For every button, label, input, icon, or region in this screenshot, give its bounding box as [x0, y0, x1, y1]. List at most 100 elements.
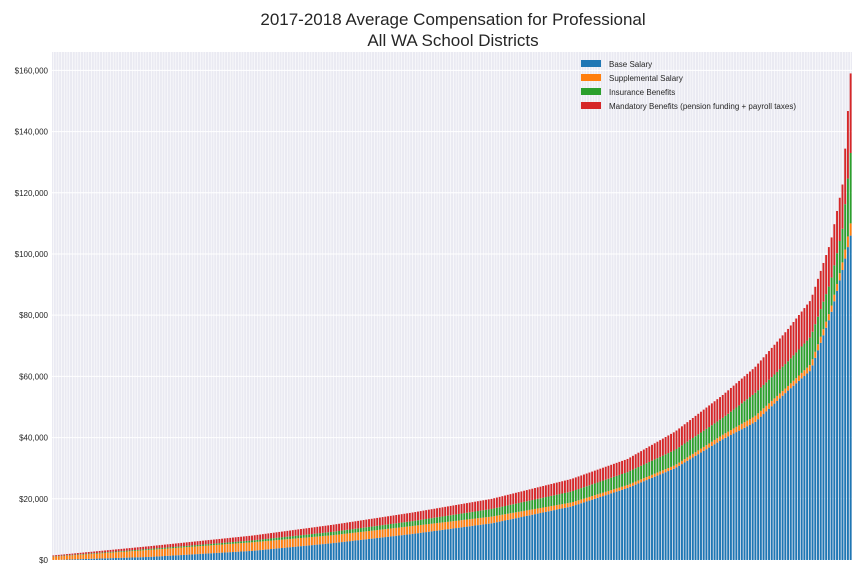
bar-segment-base — [88, 559, 90, 560]
bar-segment-base — [812, 365, 814, 560]
bar-segment-mandatory — [640, 451, 642, 466]
bar-segment-supplemental — [420, 525, 422, 533]
bar-segment-base — [697, 454, 699, 560]
y-tick-label: $120,000 — [15, 189, 49, 198]
bar-segment-supplemental — [444, 522, 446, 529]
bar-segment-base — [627, 488, 629, 560]
bar-segment-supplemental — [673, 466, 675, 469]
bar-segment-insurance — [229, 542, 231, 544]
bar-segment-base — [529, 515, 531, 560]
bar-segment-mandatory — [771, 348, 773, 377]
bar-segment-insurance — [333, 532, 335, 535]
bar-segment-mandatory — [831, 237, 833, 277]
bar-segment-supplemental — [569, 503, 571, 507]
bar-segment-mandatory — [798, 315, 800, 349]
bar-segment-supplemental — [229, 544, 231, 552]
bar-segment-base — [316, 545, 318, 560]
bar-segment-base — [553, 510, 555, 560]
bar-segment-supplemental — [428, 524, 430, 532]
bar-segment-base — [393, 536, 395, 560]
bar-segment-base — [461, 527, 463, 560]
bar-segment-supplemental — [700, 449, 702, 453]
bar-segment-mandatory — [613, 464, 615, 477]
bar-segment-mandatory — [730, 388, 732, 412]
bar-segment-supplemental — [52, 557, 54, 560]
bar-segment-insurance — [812, 332, 814, 360]
bar-segment-base — [256, 550, 258, 560]
bar-segment-mandatory — [295, 530, 297, 536]
bar-segment-mandatory — [711, 403, 713, 425]
bar-segment-supplemental — [180, 548, 182, 556]
bar-segment-supplemental — [757, 413, 759, 419]
bar-segment-insurance — [523, 502, 525, 511]
bar-segment-supplemental — [316, 537, 318, 545]
bar-segment-mandatory — [466, 503, 468, 513]
bar-segment-insurance — [703, 431, 705, 447]
bar-segment-mandatory — [452, 505, 454, 514]
bar-segment-insurance — [512, 504, 514, 513]
bar-segment-base — [662, 473, 664, 560]
bar-segment-mandatory — [300, 529, 302, 535]
bar-segment-base — [213, 553, 215, 560]
bar-segment-base — [159, 556, 161, 560]
bar-segment-mandatory — [572, 478, 574, 491]
bar-segment-supplemental — [295, 538, 297, 546]
bar-segment-supplemental — [123, 552, 125, 558]
bar-segment-insurance — [822, 302, 824, 330]
bar-segment-mandatory — [186, 542, 188, 546]
bar-segment-base — [137, 557, 139, 560]
bar-segment-mandatory — [420, 511, 422, 520]
bar-segment-supplemental — [599, 493, 601, 497]
bar-segment-base — [292, 547, 294, 560]
bar-segment-base — [341, 542, 343, 560]
bar-segment-supplemental — [678, 463, 680, 466]
bar-segment-base — [820, 343, 822, 560]
bar-segment-base — [727, 436, 729, 560]
bar-segment-supplemental — [235, 544, 237, 552]
bar-segment-insurance — [719, 420, 721, 437]
bar-segment-insurance — [501, 507, 503, 515]
bar-segment-insurance — [842, 229, 844, 263]
bar-segment-insurance — [795, 352, 797, 378]
bar-segment-base — [412, 534, 414, 560]
bar-segment-supplemental — [643, 478, 645, 481]
bar-segment-insurance — [213, 544, 215, 545]
bar-segment-insurance — [839, 241, 841, 273]
bar-segment-supplemental — [730, 430, 732, 435]
bar-segment-supplemental — [471, 519, 473, 526]
bar-segment-insurance — [246, 541, 248, 543]
bar-segment-mandatory — [373, 518, 375, 526]
bar-segment-mandatory — [401, 514, 403, 522]
bar-segment-supplemental — [814, 352, 816, 358]
bar-segment-insurance — [112, 552, 114, 553]
bar-segment-supplemental — [817, 344, 819, 350]
bar-segment-base — [833, 301, 835, 560]
bar-segment-base — [300, 546, 302, 560]
bar-segment-base — [259, 550, 261, 560]
bar-segment-insurance — [646, 463, 648, 477]
bar-segment-mandatory — [588, 473, 590, 486]
bar-segment-supplemental — [586, 498, 588, 502]
y-tick-label: $160,000 — [15, 66, 49, 75]
bar-segment-supplemental — [237, 543, 239, 551]
bar-segment-base — [771, 406, 773, 560]
bar-segment-mandatory — [444, 507, 446, 516]
bar-segment-base — [700, 453, 702, 560]
bar-segment-insurance — [341, 531, 343, 535]
bar-segment-supplemental — [561, 504, 563, 508]
bar-segment-base — [216, 553, 218, 560]
bar-segment-mandatory — [428, 510, 430, 519]
bar-segment-insurance — [115, 552, 117, 553]
bar-segment-mandatory — [101, 551, 103, 553]
bar-segment-mandatory — [129, 548, 131, 550]
bar-segment-base — [278, 548, 280, 560]
bar-segment-mandatory — [545, 485, 547, 497]
bar-segment-insurance — [371, 527, 373, 531]
bar-segment-base — [327, 544, 329, 560]
bar-segment-insurance — [325, 533, 327, 536]
bar-segment-supplemental — [711, 442, 713, 446]
bar-segment-mandatory — [256, 535, 258, 540]
bar-segment-supplemental — [572, 502, 574, 506]
bar-segment-mandatory — [616, 463, 618, 476]
bar-segment-insurance — [545, 497, 547, 507]
